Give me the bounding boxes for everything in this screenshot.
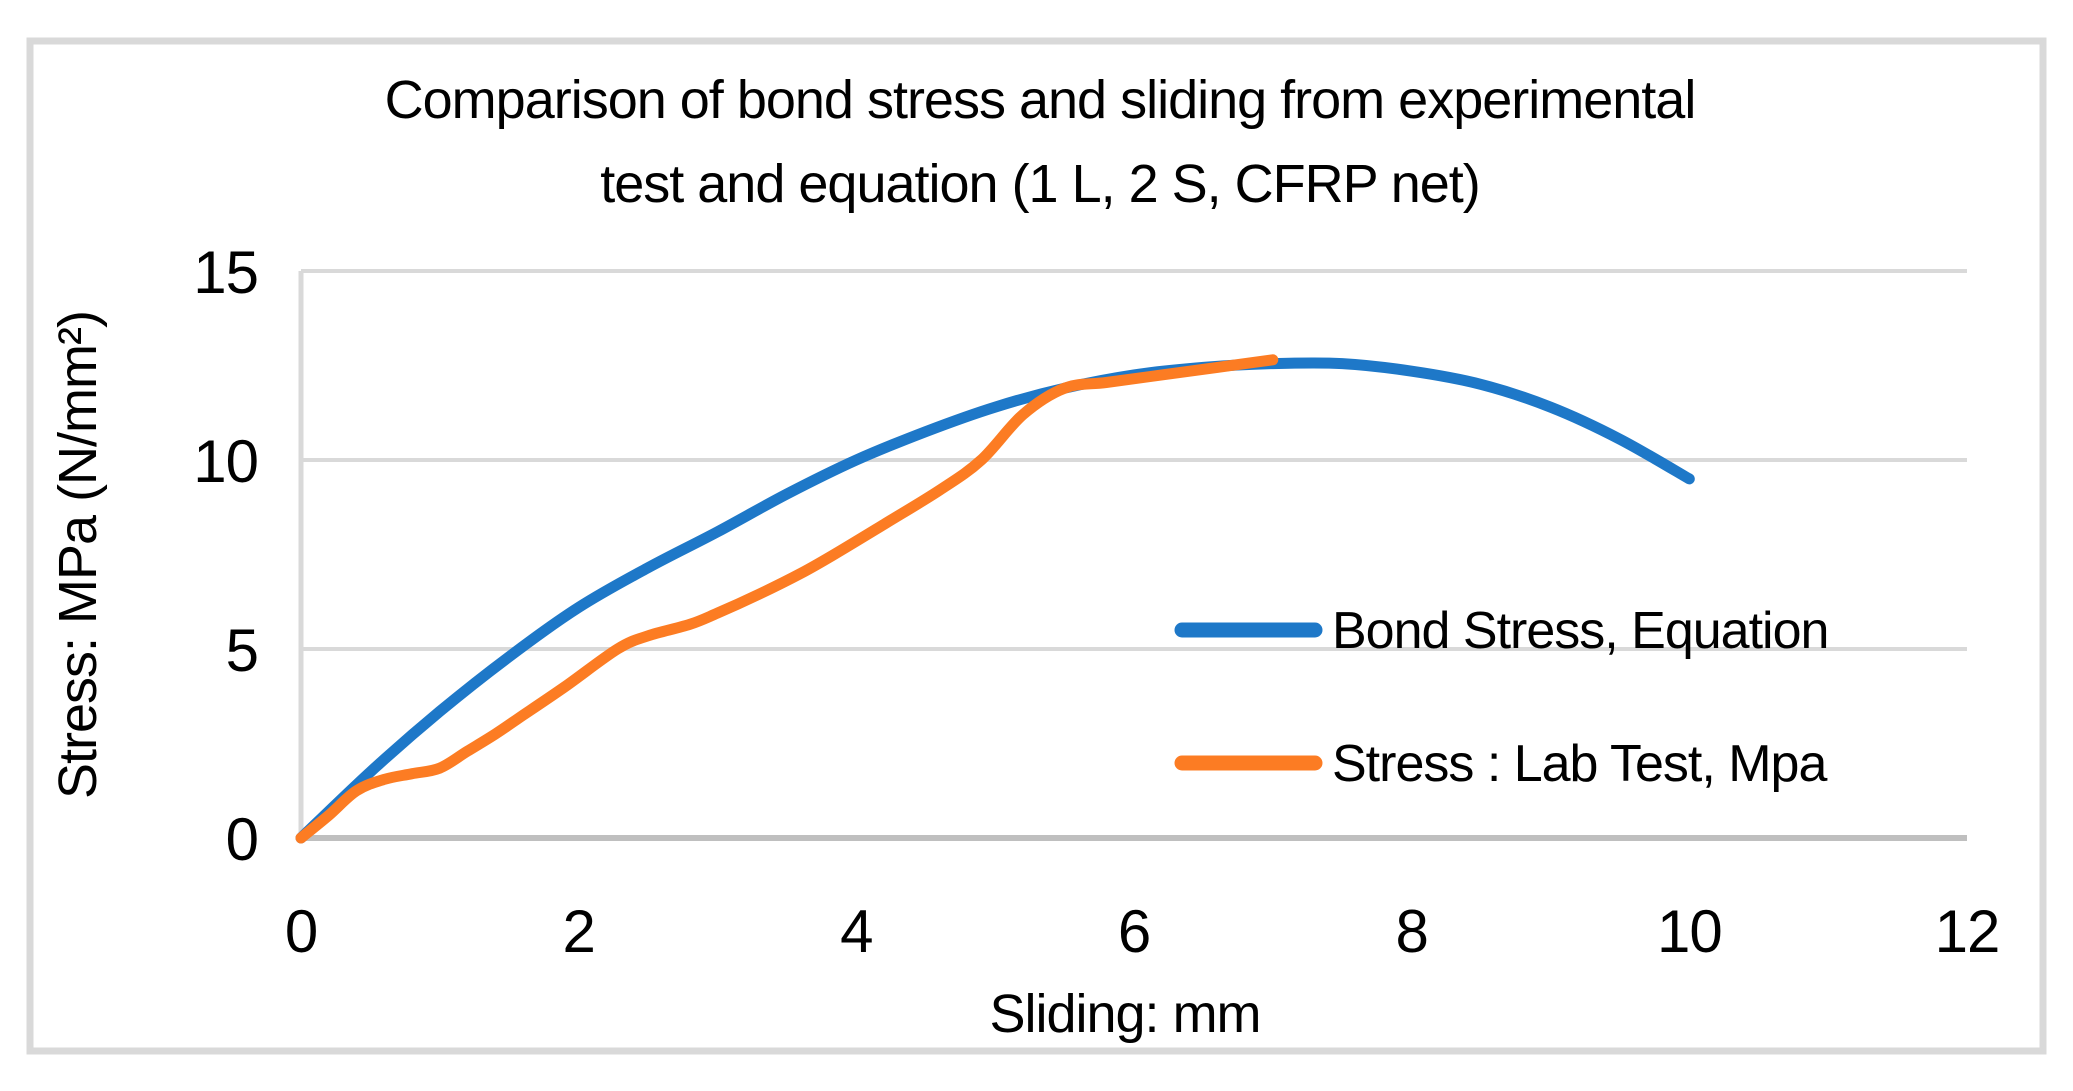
x-tick-label: 4 bbox=[840, 898, 872, 965]
x-axis-title: Sliding: mm bbox=[989, 984, 1260, 1044]
series-line-bond-stress-equation bbox=[295, 357, 1695, 844]
y-tick-label: 5 bbox=[226, 617, 258, 684]
gridlines bbox=[298, 269, 1967, 841]
y-tick-label: 0 bbox=[226, 806, 258, 873]
series-lines bbox=[295, 354, 1695, 844]
y-tick-label: 10 bbox=[193, 428, 258, 495]
y-axis-title: Stress: MPa (N/mm²) bbox=[48, 311, 108, 799]
x-tick-label: 8 bbox=[1395, 898, 1427, 965]
x-tick-label: 2 bbox=[562, 898, 594, 965]
x-tick-label: 6 bbox=[1118, 898, 1150, 965]
x-tick-label: 12 bbox=[1935, 898, 2000, 965]
legend-label-lab-test: Stress : Lab Test, Mpa bbox=[1332, 735, 1827, 793]
series-line-lab-test bbox=[295, 354, 1279, 844]
y-tick-labels: 0 5 10 15 bbox=[193, 239, 259, 873]
figure-border bbox=[26, 37, 2047, 1055]
legend-label-bond-stress-equation: Bond Stress, Equation bbox=[1332, 602, 1828, 660]
y-tick-label: 15 bbox=[193, 239, 258, 306]
legend: Bond Stress, Equation Stress : Lab Test,… bbox=[1174, 602, 1829, 793]
chart-title-line-1: Comparison of bond stress and sliding fr… bbox=[385, 70, 1696, 130]
x-tick-label: 10 bbox=[1657, 898, 1722, 965]
x-tick-labels: 0 2 4 6 8 10 12 bbox=[285, 898, 2001, 965]
x-tick-label: 0 bbox=[285, 898, 317, 965]
chart-title-line-2: test and equation (1 L, 2 S, CFRP net) bbox=[600, 154, 1480, 214]
